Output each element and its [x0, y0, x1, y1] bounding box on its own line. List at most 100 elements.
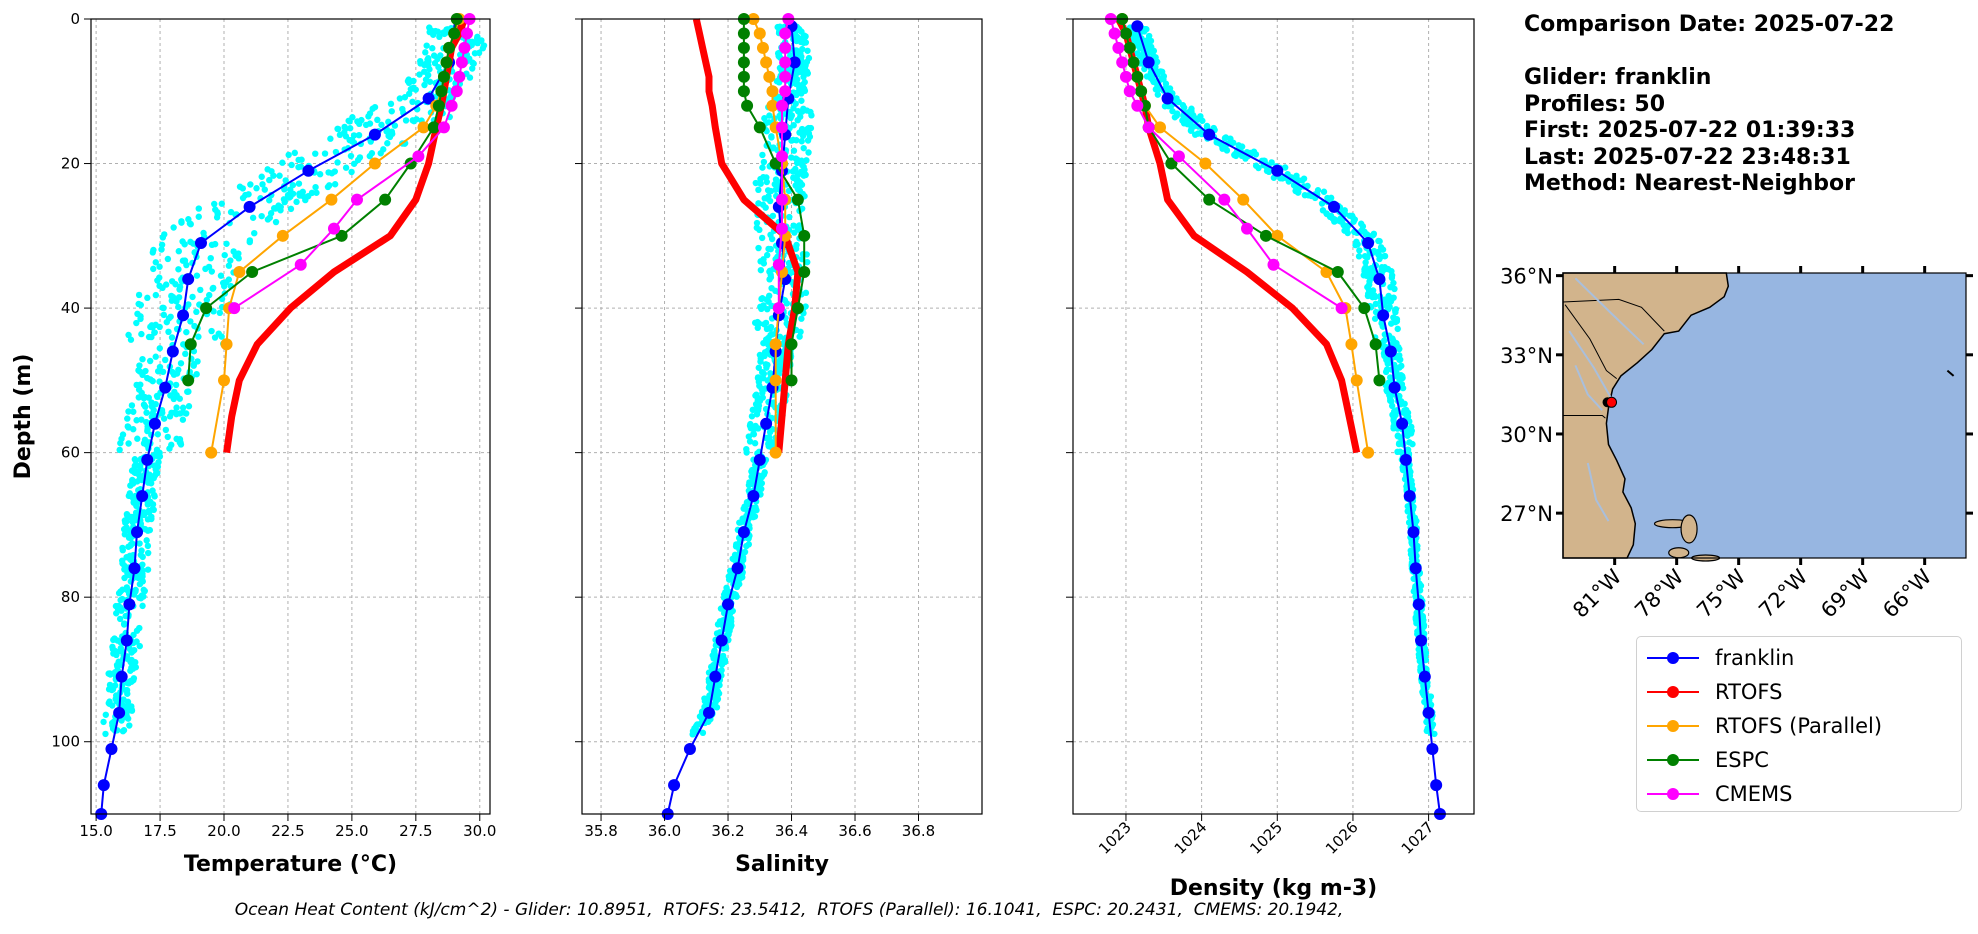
glider-scatter-point [125, 440, 132, 447]
legend-swatch-espc [1645, 750, 1701, 770]
series-point-franklin [177, 309, 190, 322]
glider-scatter-point [235, 250, 242, 257]
glider-scatter-point [745, 481, 753, 489]
glider-scatter-point [135, 291, 143, 299]
series-point-franklin [1407, 526, 1420, 539]
y-axis-label: Depth (m) [11, 354, 36, 480]
glider-scatter-point [758, 385, 765, 393]
series-point-franklin [1271, 164, 1284, 177]
glider-scatter-point [391, 122, 399, 129]
glider-scatter-point [1314, 187, 1322, 194]
series-point-franklin [1418, 670, 1431, 683]
glider-scatter-point [754, 396, 761, 404]
series-point-espc [1127, 56, 1140, 69]
series-point-franklin [753, 453, 766, 466]
glider-scatter-point [133, 319, 140, 327]
glider-scatter-point [441, 30, 448, 38]
glider-scatter-point [1356, 247, 1363, 254]
glider-scatter-point [170, 224, 177, 231]
series-point-rtofs-parallel [1345, 338, 1358, 351]
x-axis-label: Salinity [735, 852, 829, 877]
glider-scatter-point [113, 651, 120, 659]
glider-scatter-point [249, 214, 257, 221]
x-tick-label: 1027 [1398, 818, 1438, 858]
series-point-franklin [113, 706, 126, 719]
glider-scatter-point [763, 364, 770, 371]
glider-scatter-point [1352, 241, 1359, 249]
series-point-espc [1135, 85, 1148, 98]
glider-scatter-point [293, 198, 300, 206]
legend-swatch-rtofs [1645, 682, 1701, 702]
series-point-franklin [302, 164, 315, 177]
series-point-franklin [1430, 779, 1443, 792]
glider-scatter-point [763, 325, 771, 333]
glider-scatter-point [422, 49, 429, 56]
profiles-count-text: Profiles: 50 [1524, 91, 1666, 117]
glider-scatter-point [755, 378, 763, 386]
glider-scatter-point [176, 286, 183, 293]
glider-scatter-point [793, 159, 801, 167]
glider-scatter-point [159, 234, 167, 241]
glider-scatter-point [175, 303, 182, 311]
series-point-espc [737, 70, 750, 83]
glider-scatter-point [223, 240, 230, 247]
glider-scatter-point [149, 501, 157, 508]
glider-scatter-point [1143, 26, 1150, 33]
glider-scatter-point [179, 404, 187, 411]
glider-scatter-point [807, 108, 814, 116]
glider-scatter-point [239, 194, 247, 202]
x-axis-label: Density (kg m-3) [1170, 876, 1378, 901]
glider-scatter-point [150, 265, 157, 273]
glider-scatter-point [750, 431, 758, 438]
glider-scatter-point [424, 71, 432, 79]
glider-scatter-point [117, 588, 124, 595]
glider-scatter-point [751, 425, 759, 432]
series-cmems [228, 13, 476, 315]
series-point-franklin [128, 562, 141, 575]
glider-scatter-point [327, 135, 334, 142]
glider-scatter-point [152, 259, 159, 266]
series-point-cmems [772, 258, 785, 271]
glider-scatter-point [136, 540, 143, 547]
glider-scatter-point [1378, 265, 1385, 273]
glider-scatter-point [154, 463, 162, 470]
glider-scatter-point [759, 164, 766, 171]
series-point-espc [791, 193, 804, 206]
glider-scatter-point [120, 727, 128, 734]
glider-scatter-point [406, 90, 413, 97]
glider-scatter-point [114, 663, 121, 670]
glider-scatter-point [132, 461, 140, 469]
series-point-cmems [1123, 85, 1136, 98]
glider-scatter-point [168, 334, 176, 341]
glider-scatter-point [346, 125, 354, 132]
glider-scatter-point [119, 557, 126, 564]
glider-scatter-point [799, 85, 807, 92]
glider-scatter-point [124, 698, 132, 706]
glider-scatter-point [474, 39, 481, 47]
glider-scatter-point [1154, 91, 1162, 98]
glider-scatter-point [1265, 168, 1273, 176]
glider-scatter-point [1393, 369, 1400, 376]
glider-scatter-point [1134, 50, 1141, 57]
glider-scatter-point [127, 336, 135, 343]
glider-scatter-point [746, 438, 754, 445]
glider-scatter-point [158, 410, 165, 417]
glider-scatter-point [804, 70, 812, 77]
glider-scatter-point [190, 362, 197, 369]
glider-scatter-point [757, 303, 764, 311]
glider-scatter-point [111, 682, 119, 689]
glider-scatter-point [417, 57, 424, 65]
glider-scatter-point [1406, 425, 1414, 432]
glider-scatter-point [768, 284, 775, 292]
glider-scatter-point [796, 333, 803, 340]
series-point-franklin [1161, 92, 1174, 105]
glider-scatter-point [299, 192, 307, 200]
series-point-rtofs-parallel [417, 121, 430, 134]
series-point-espc [791, 302, 804, 315]
glider-scatter-point [803, 157, 810, 164]
series-point-cmems [1119, 70, 1132, 83]
glider-scatter-point [208, 327, 215, 335]
glider-scatter-point [167, 313, 174, 320]
series-point-rtofs-parallel [769, 338, 782, 351]
glider-profile-scatter [1126, 23, 1438, 738]
